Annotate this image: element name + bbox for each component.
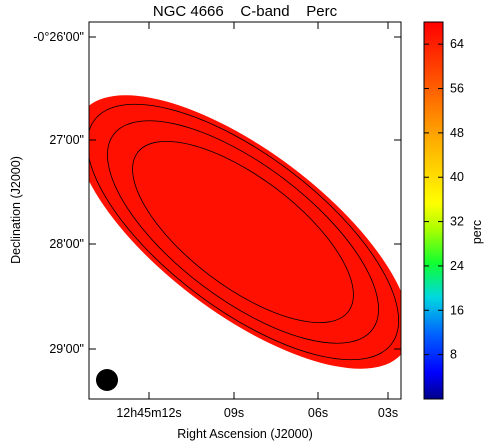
colorbar-tick-label: 48 [450, 126, 464, 140]
beam-marker [96, 369, 118, 391]
x-tick-label: 06s [308, 406, 328, 420]
colorbar-label: perc [470, 220, 484, 244]
contour-line [89, 103, 400, 361]
chart-title: NGC 4666 C-band Perc [153, 3, 338, 20]
colorbar-tick-label: 8 [450, 348, 457, 362]
colorbar-tick-label: 64 [450, 37, 464, 51]
x-tick-label: 12h45m12s [116, 406, 181, 420]
x-axis-label: Right Ascension (J2000) [177, 427, 313, 441]
y-tick-label: -0°26'00" [33, 30, 84, 44]
colorbar [423, 21, 444, 400]
x-tick-label: 03s [378, 406, 398, 420]
y-tick-label: 27'00" [49, 133, 84, 147]
contour-group [89, 103, 400, 361]
contour-line [132, 140, 354, 324]
colorbar-tick-label: 40 [450, 170, 464, 184]
y-tick-label: 28'00" [49, 237, 84, 251]
colorbar-tick-label: 56 [450, 82, 464, 96]
colorbar-ticks: 8 16 24 32 40 48 56 64 [424, 37, 464, 362]
x-axis-ticks: 12h45m12s 09s 06s 03s [116, 22, 398, 420]
colorbar-tick-label: 32 [450, 215, 464, 229]
colorbar-tick-label: 24 [450, 259, 464, 273]
contour-line [107, 120, 379, 344]
y-axis-label: Declination (J2000) [9, 156, 23, 264]
plot-frame [88, 21, 402, 400]
colorbar-tick-label: 16 [450, 303, 464, 317]
y-tick-label: 29'00" [49, 342, 84, 356]
x-tick-label: 09s [224, 406, 244, 420]
galaxy-map [89, 95, 401, 369]
percentage-map [89, 95, 401, 369]
y-axis-ticks: -0°26'00" 27'00" 28'00" 29'00" [33, 30, 401, 356]
